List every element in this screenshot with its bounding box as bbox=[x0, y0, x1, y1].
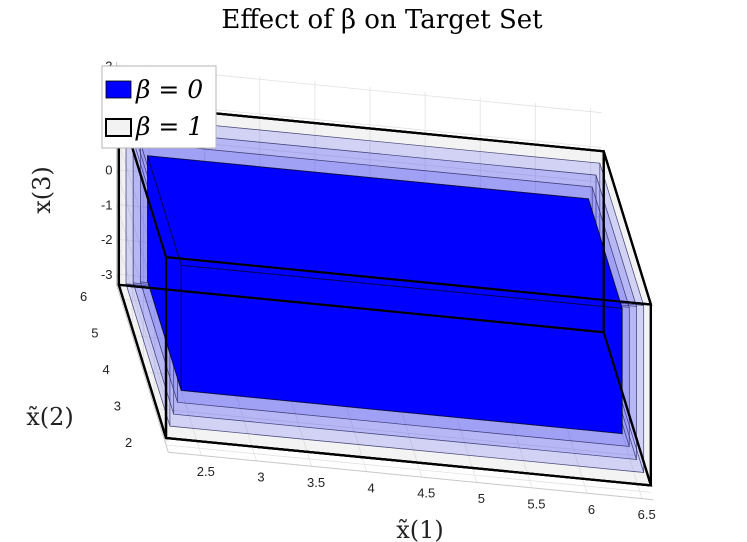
target-set-boxes bbox=[117, 102, 653, 487]
y-tick-1: 3 bbox=[114, 399, 121, 414]
outline-edge-2 bbox=[117, 284, 168, 439]
axis-line-x bbox=[168, 451, 654, 501]
legend-label-beta-1: β = 1 bbox=[135, 112, 203, 141]
x-tick-7: 6 bbox=[588, 502, 595, 517]
outline-edge-11 bbox=[118, 283, 604, 334]
z-tick-3: 0 bbox=[105, 163, 112, 178]
grid-floor-y-1 bbox=[154, 408, 640, 457]
legend-swatch-beta-0 bbox=[105, 80, 132, 99]
axis-line-y bbox=[116, 284, 169, 453]
outline-edge-0 bbox=[165, 436, 652, 487]
x-tick-8: 6.5 bbox=[638, 507, 656, 522]
box-0 bbox=[146, 155, 623, 435]
y-tick-2: 4 bbox=[103, 362, 110, 377]
z-axis-label: x(3) bbox=[28, 166, 56, 214]
x-tick-2: 3.5 bbox=[307, 475, 325, 490]
x-tick-5: 5 bbox=[478, 491, 485, 506]
outline-edge-4 bbox=[602, 150, 652, 305]
z-tick-6: -3 bbox=[101, 267, 113, 282]
y-tick-3: 5 bbox=[91, 326, 98, 341]
outline-edge-1 bbox=[602, 331, 652, 486]
legend-swatch-beta-1 bbox=[105, 118, 132, 137]
x-tick-6: 5.5 bbox=[527, 496, 545, 511]
z-tick-4: -1 bbox=[101, 197, 113, 212]
x-tick-1: 3 bbox=[257, 469, 264, 484]
z-tick-5: -2 bbox=[101, 232, 113, 247]
box-0-face-top bbox=[146, 155, 623, 309]
y-tick-4: 6 bbox=[80, 289, 87, 304]
y-tick-0: 2 bbox=[125, 435, 132, 450]
x-axis-label: x̃(1) bbox=[396, 516, 444, 542]
legend-label-beta-0: β = 0 bbox=[135, 75, 203, 104]
x-tick-3: 4 bbox=[368, 480, 375, 495]
grid-floor-y-0 bbox=[166, 444, 651, 493]
x-tick-0: 2.5 bbox=[197, 464, 215, 479]
legend: β = 0 β = 1 bbox=[101, 65, 217, 149]
outline-edge-3 bbox=[165, 256, 652, 306]
x-tick-4: 4.5 bbox=[417, 486, 435, 501]
grid-left-z-5 bbox=[116, 239, 169, 408]
y-axis-label: x̃(2) bbox=[26, 403, 74, 431]
chart-title: Effect of β on Target Set bbox=[221, 5, 543, 35]
